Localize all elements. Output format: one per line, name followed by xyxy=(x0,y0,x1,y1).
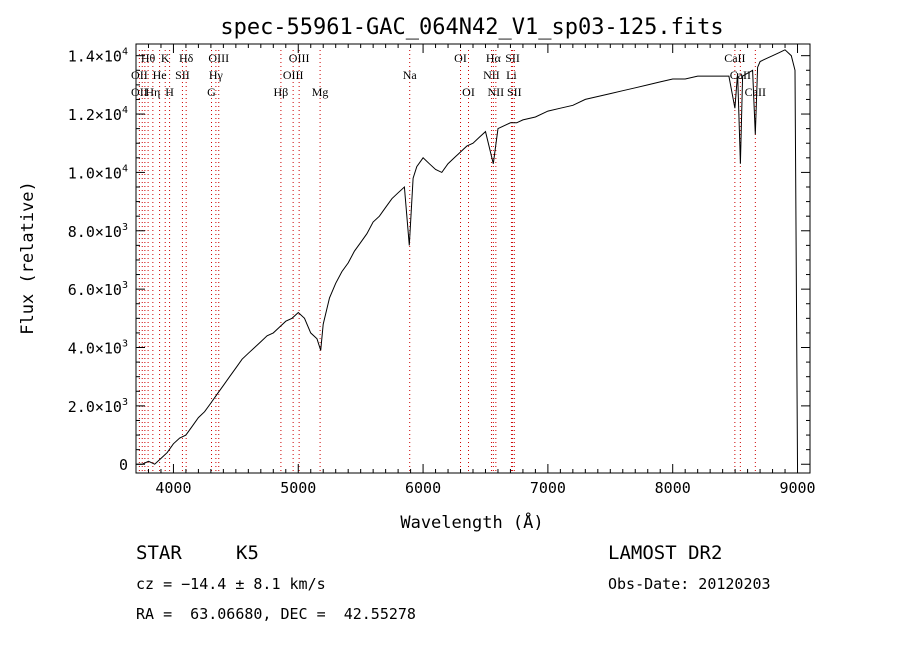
y-tick-label: 1.0×104 xyxy=(68,163,128,182)
line-label: NII xyxy=(483,68,500,82)
y-tick-label: 4.0×103 xyxy=(68,339,128,358)
y-tick-label: 6.0×103 xyxy=(68,280,128,299)
line-label: Hβ xyxy=(274,85,289,99)
x-axis-label: Wavelength (Å) xyxy=(400,511,543,533)
coordinates: RA = 63.06680, DEC = 42.55278 xyxy=(136,605,416,623)
line-markers xyxy=(138,50,756,473)
line-label: CaII xyxy=(745,85,766,99)
line-label: Hδ xyxy=(179,51,194,65)
line-label: He xyxy=(153,68,167,82)
y-tick-label: 2.0×103 xyxy=(68,397,128,416)
y-tick-label: 0 xyxy=(119,456,128,474)
y-tick-label: 8.0×103 xyxy=(68,222,128,241)
line-label: Na xyxy=(403,68,418,82)
plot-frame xyxy=(135,43,811,474)
x-tick-label: 9000 xyxy=(779,479,815,497)
y-tick-label: 1.4×104 xyxy=(68,47,128,66)
object-subclass: K5 xyxy=(236,542,259,564)
x-tick-label: 8000 xyxy=(655,479,691,497)
line-label: G xyxy=(207,85,216,99)
line-label: K xyxy=(161,51,170,65)
y-tick-label: 1.2×104 xyxy=(68,105,128,124)
line-label: Mg xyxy=(312,85,329,99)
obs-date: Obs-Date: 20120203 xyxy=(608,575,771,593)
line-label: Hη xyxy=(145,85,160,99)
spectrum-line xyxy=(136,49,798,465)
line-label: OII xyxy=(131,68,148,82)
line-label: Hθ xyxy=(141,51,156,65)
line-label: CaII xyxy=(730,68,751,82)
line-label: SII xyxy=(505,51,520,65)
line-label: OI xyxy=(462,85,475,99)
x-tick-label: 6000 xyxy=(405,479,441,497)
line-label: OI xyxy=(454,51,467,65)
chart-title: spec-55961-GAC_064N42_V1_sp03-125.fits xyxy=(220,15,723,40)
line-label: CaII xyxy=(724,51,745,65)
x-tick-label: 5000 xyxy=(280,479,316,497)
survey-name: LAMOST DR2 xyxy=(608,542,723,564)
redshift-text: cz = −14.4 ± 8.1 km/s xyxy=(136,575,326,593)
line-label: OIII xyxy=(283,68,304,82)
line-label: SII xyxy=(175,68,190,82)
x-tick-label: 7000 xyxy=(530,479,566,497)
line-label: Hγ xyxy=(209,68,224,82)
line-label: NII xyxy=(488,85,505,99)
line-label: OIII xyxy=(208,51,229,65)
line-label: Li xyxy=(506,68,517,82)
x-tick-label: 4000 xyxy=(155,479,191,497)
line-label: OIII xyxy=(289,51,310,65)
line-label: OII xyxy=(131,85,148,99)
line-label: SII xyxy=(507,85,522,99)
line-label: H xyxy=(165,85,174,99)
y-axis: 0 2.0×103 4.0×103 6.0×103 8.0×103 1.0×104 1.2×… xyxy=(68,47,810,474)
x-axis: 4000 5000 6000 7000 8000 9000 xyxy=(135,44,816,497)
y-axis-label: Flux (relative) xyxy=(18,181,38,335)
object-class: STAR xyxy=(136,542,182,564)
line-label: Hα xyxy=(486,51,502,65)
